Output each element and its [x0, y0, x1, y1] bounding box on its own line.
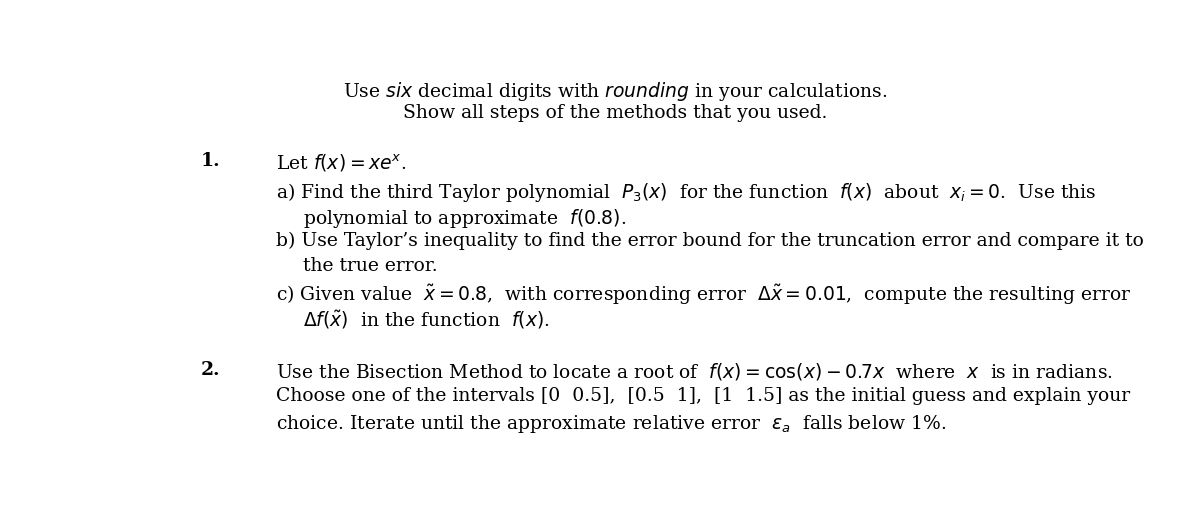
- Text: 2.: 2.: [202, 361, 221, 379]
- Text: b) Use Taylor’s inequality to find the error bound for the truncation error and : b) Use Taylor’s inequality to find the e…: [276, 231, 1144, 250]
- Text: c) Given value  $\tilde{x} = 0.8$,  with corresponding error  $\Delta\tilde{x} =: c) Given value $\tilde{x} = 0.8$, with c…: [276, 283, 1130, 307]
- Text: Let $f(x) = xe^x$.: Let $f(x) = xe^x$.: [276, 152, 406, 174]
- Text: Choose one of the intervals [0  0.5],  [0.5  1],  [1  1.5] as the initial guess : Choose one of the intervals [0 0.5], [0.…: [276, 387, 1129, 405]
- Text: polynomial to approximate  $f(0.8)$.: polynomial to approximate $f(0.8)$.: [304, 206, 626, 229]
- Text: choice. Iterate until the approximate relative error  $\varepsilon_a$  falls bel: choice. Iterate until the approximate re…: [276, 413, 946, 435]
- Text: Use the Bisection Method to locate a root of  $f(x) = \cos(x) - 0.7x$  where  $x: Use the Bisection Method to locate a roo…: [276, 361, 1112, 382]
- Text: Show all steps of the methods that you used.: Show all steps of the methods that you u…: [403, 105, 827, 122]
- Text: a) Find the third Taylor polynomial  $P_3(x)$  for the function  $f(x)$  about  : a) Find the third Taylor polynomial $P_3…: [276, 180, 1096, 203]
- Text: $\Delta f(\tilde{x})$  in the function  $f(x)$.: $\Delta f(\tilde{x})$ in the function $f…: [304, 309, 550, 331]
- Text: the true error.: the true error.: [304, 257, 438, 276]
- Text: 1.: 1.: [202, 152, 221, 171]
- Text: Use $\it{six}$ decimal digits with $\it{rounding}$ in your calculations.: Use $\it{six}$ decimal digits with $\it{…: [343, 81, 887, 103]
